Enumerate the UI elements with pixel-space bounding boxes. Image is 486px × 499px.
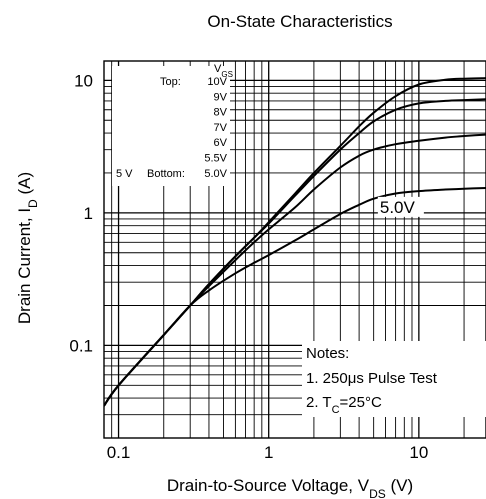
y-tick-label: 10 bbox=[74, 71, 93, 90]
legend-value: 7V bbox=[214, 122, 228, 134]
legend-top-label: Top: bbox=[160, 76, 181, 88]
legend-value: 9V bbox=[214, 91, 228, 103]
annotation-layer: 5.0V bbox=[377, 196, 424, 217]
x-axis-label: Drain-to-Source Voltage, VDS (V) bbox=[167, 476, 413, 499]
legend-left-note: 5 V bbox=[116, 168, 133, 180]
legend-box bbox=[112, 66, 230, 186]
x-tick-label: 10 bbox=[409, 443, 428, 462]
legend-value: 5.5V bbox=[204, 153, 227, 165]
x-tick-label: 1 bbox=[264, 443, 273, 462]
notes-title: Notes: bbox=[306, 345, 349, 362]
y-axis-label: Drain Current, ID (A) bbox=[15, 172, 40, 324]
tick-labels: 0.1 1 10 0.1 1 10 bbox=[69, 71, 428, 462]
legend: VGS Top: Bottom: 5 V 10V 9V 8V 7V 6V 5.5V 5.0V bbox=[116, 63, 233, 180]
legend-header: VGS bbox=[214, 63, 233, 79]
notes-line-1: 1. 250μs Pulse Test bbox=[306, 370, 438, 387]
series-curve-3 bbox=[104, 187, 486, 407]
annotation-bg bbox=[377, 196, 424, 217]
notes: Notes: 1. 250μs Pulse Test 2. TC=25°C bbox=[306, 345, 438, 416]
y-tick-label: 0.1 bbox=[69, 336, 93, 355]
series-layer bbox=[104, 77, 486, 407]
legend-value: 5.0V bbox=[204, 168, 227, 180]
legend-value: 8V bbox=[214, 107, 228, 119]
legend-value: 6V bbox=[214, 137, 228, 149]
x-tick-label: 0.1 bbox=[107, 443, 131, 462]
notes-box bbox=[302, 341, 486, 417]
legend-value: 10V bbox=[207, 76, 227, 88]
y-tick-label: 1 bbox=[84, 204, 93, 223]
legend-bottom-label: Bottom: bbox=[147, 168, 185, 180]
plot-border bbox=[103, 60, 486, 439]
chart-title: On-State Characteristics bbox=[207, 12, 392, 31]
notes-line-2: 2. TC=25°C bbox=[306, 394, 382, 416]
annotation-label: 5.0V bbox=[380, 198, 416, 217]
legend-values: 10V 9V 8V 7V 6V 5.5V 5.0V bbox=[204, 76, 227, 180]
